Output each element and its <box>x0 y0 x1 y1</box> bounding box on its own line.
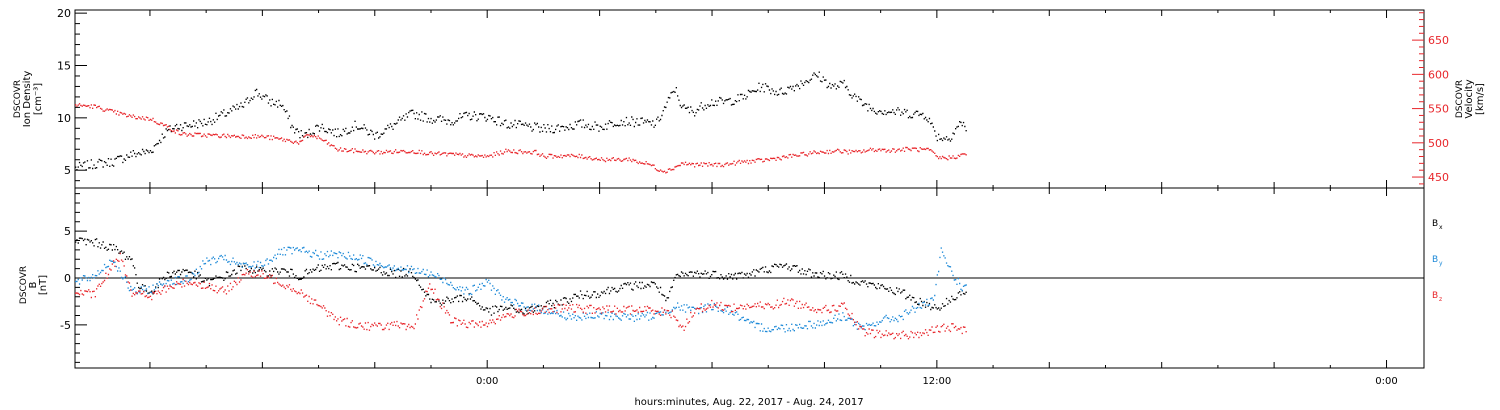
legend-by-label: B <box>1432 255 1438 265</box>
legend-by-sub: y <box>1439 260 1443 267</box>
bottom-series-layer <box>75 237 967 340</box>
y2-tick-label: 650 <box>1428 34 1449 47</box>
bottom-x-ticks <box>149 188 1388 368</box>
top-right-y-ticks: 450 500 550 600 650 <box>1412 12 1449 185</box>
y-tick-label: 15 <box>57 59 71 72</box>
series-bz <box>75 252 967 340</box>
legend-bx-sub: x <box>1439 224 1443 231</box>
x-tick-label: 12:00 <box>922 376 951 387</box>
top-right-label-line1: DSCOVR <box>1455 80 1465 118</box>
x-axis-title: hours:minutes, Aug. 22, 2017 - Aug. 24, … <box>634 397 863 408</box>
bottom-left-label-line3: [nT] <box>38 275 49 295</box>
series-bx <box>75 237 967 316</box>
legend-bz-label: B <box>1432 291 1438 301</box>
y2-tick-label: 500 <box>1428 137 1449 150</box>
bottom-left-label-line1: DSCOVR <box>19 266 29 304</box>
series-by <box>75 246 967 333</box>
series-velocity <box>75 103 967 174</box>
legend-bz-sub: z <box>1439 296 1442 303</box>
top-x-ticks <box>149 10 1388 188</box>
legend-by: B y <box>1432 255 1443 267</box>
x-tick-label: 0:00 <box>476 376 498 387</box>
y-tick-label: 0 <box>64 272 71 285</box>
bottom-left-y-ticks: -5 0 5 <box>60 193 87 363</box>
top-left-label-line1: DSCOVR <box>13 80 23 118</box>
top-right-label-line3: [km/s] <box>1475 83 1486 115</box>
series-density <box>75 71 967 171</box>
bottom-left-label-line2: B <box>28 281 39 288</box>
y-tick-label: 20 <box>57 7 71 20</box>
y2-tick-label: 550 <box>1428 103 1449 116</box>
y-tick-label: 10 <box>57 112 71 125</box>
top-series-layer <box>75 71 967 174</box>
legend-bx: B x <box>1432 219 1443 231</box>
top-panel: 5 10 15 20 450 500 550 600 650 DSCOVR Ion Densi… <box>13 7 1486 189</box>
y-tick-label: -5 <box>60 319 71 332</box>
y2-tick-label: 600 <box>1428 68 1449 81</box>
legend-bz: B z <box>1432 291 1442 303</box>
legend-bx-label: B <box>1432 219 1438 229</box>
bottom-panel: -5 0 5 DSCOVR B [nT] B x B y B z <box>19 187 1443 369</box>
top-left-label-line3: [cm⁻³] <box>33 83 44 115</box>
y-tick-label: 5 <box>64 225 71 238</box>
top-left-y-ticks: 5 10 15 20 <box>57 7 87 182</box>
x-tick-label: 0:00 <box>1375 376 1397 387</box>
x-tick-labels: 0:00 12:00 0:00 <box>476 376 1398 387</box>
top-right-label-line2: Velocity <box>1464 79 1475 118</box>
top-left-label-line2: Ion Density <box>22 71 33 128</box>
y-tick-label: 5 <box>64 164 71 177</box>
y2-tick-label: 450 <box>1428 171 1449 184</box>
